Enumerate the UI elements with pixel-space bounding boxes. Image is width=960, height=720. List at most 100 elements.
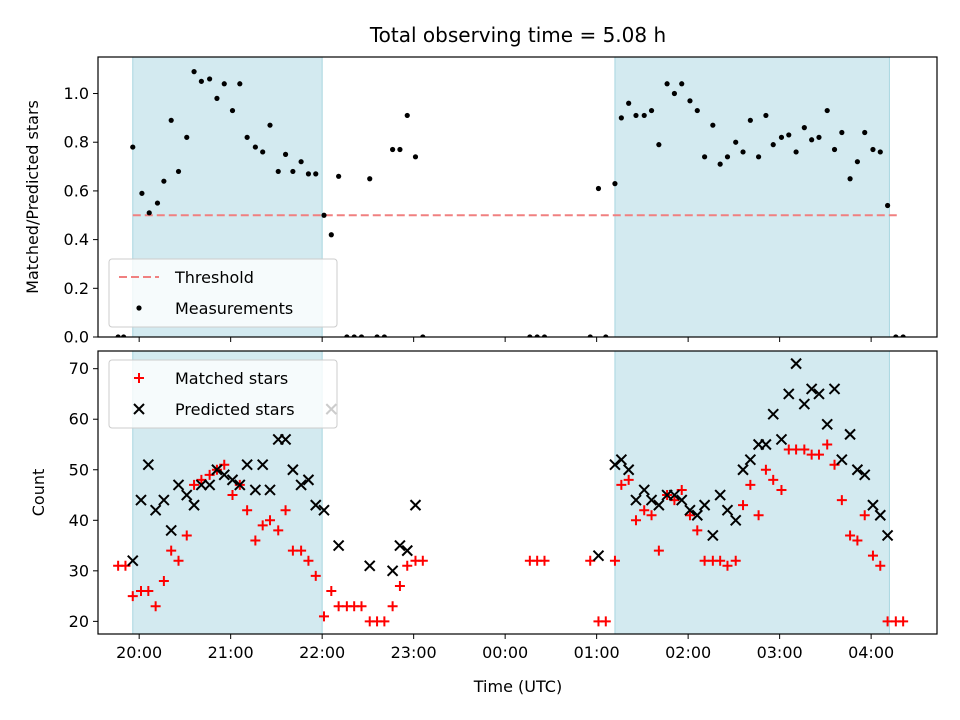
predicted-star-point: [158, 494, 170, 506]
y-tick-label: 0.4: [64, 230, 89, 249]
measurement-point: [374, 334, 380, 337]
legend-label: Predicted stars: [175, 400, 295, 419]
matched-star-point: [394, 580, 405, 591]
legend-box: [108, 359, 338, 429]
matched-star-point: [265, 515, 276, 526]
matched-star-point: [653, 545, 664, 556]
predicted-star-point: [645, 494, 658, 506]
predicted-star-point: [622, 464, 635, 476]
matched-star-point: [189, 479, 200, 490]
predicted-star-point: [828, 383, 841, 395]
matched-star-point: [715, 555, 726, 566]
predicted-star-point: [264, 484, 276, 496]
measurement-point: [121, 334, 127, 337]
predicted-star-point: [234, 479, 246, 491]
matched-star-point: [296, 545, 307, 556]
matched-star-point: [692, 525, 703, 536]
measurement-point: [420, 334, 426, 337]
y-tick-label: 40: [69, 511, 89, 530]
measurement-point: [816, 134, 822, 140]
measurement-point: [221, 81, 227, 87]
x-tick-label: 22:00: [299, 643, 345, 662]
predicted-star-point: [714, 489, 726, 501]
measurement-point: [252, 144, 258, 150]
matched-star-point: [356, 601, 367, 612]
y-tick-label: 60: [69, 410, 89, 429]
measurement-point: [381, 334, 387, 337]
measurement-point: [786, 132, 792, 138]
measurement-point: [146, 210, 152, 216]
matched-star-point: [836, 495, 847, 506]
measurement-point: [839, 129, 845, 136]
measurement-point: [770, 142, 776, 148]
matched-star-point: [273, 525, 284, 536]
predicted-star-point: [783, 388, 795, 400]
measurement-point: [633, 112, 639, 119]
predicted-star-point: [874, 509, 886, 521]
measurement-point: [612, 181, 618, 187]
measurement-point: [244, 134, 250, 140]
plot-area: [115, 57, 906, 337]
matched-star-point: [852, 535, 863, 546]
predicted-star-point: [760, 438, 772, 451]
measurement-point: [328, 232, 334, 238]
predicted-star-point: [592, 549, 605, 562]
predicted-star-point: [881, 529, 894, 542]
matched-star-point: [875, 560, 886, 571]
predicted-star-point: [256, 458, 269, 471]
predicted-star-point: [721, 504, 734, 516]
measurement-point: [214, 95, 220, 101]
measurement-point: [824, 107, 830, 114]
y-tick-label: 0.8: [64, 133, 89, 152]
measurement-point: [733, 139, 739, 145]
predicted-star-point: [188, 499, 200, 511]
measurement-point: [198, 78, 204, 84]
measurement-point: [275, 168, 281, 175]
measurement-point: [724, 154, 731, 160]
measurement-point: [541, 334, 548, 337]
y-axis-label: Count: [29, 469, 48, 517]
measurement-point: [656, 142, 662, 148]
legend-label: Threshold: [174, 268, 254, 287]
measurement-point: [831, 146, 838, 153]
predicted-star-point: [394, 539, 406, 552]
legend-box: [108, 258, 338, 328]
legend: Threshold Measurements: [108, 258, 338, 328]
predicted-star-point: [653, 499, 665, 511]
matched-star-point: [776, 484, 787, 495]
measurement-point: [367, 176, 373, 182]
predicted-star-point: [135, 494, 147, 506]
predicted-star-point: [279, 433, 292, 446]
predicted-star-point: [867, 499, 879, 511]
measurement-point: [282, 151, 289, 157]
measurement-point: [763, 112, 769, 119]
matched-star-point: [684, 510, 695, 521]
x-tick-label: 00:00: [482, 643, 528, 662]
measurement-point: [298, 159, 304, 165]
predicted-star-point: [401, 544, 413, 557]
measurement-point: [862, 129, 868, 136]
predicted-star-point: [859, 469, 871, 481]
predicted-star-point: [149, 504, 162, 516]
predicted-star-point: [821, 418, 833, 430]
measurement-point: [260, 149, 266, 155]
x-tick-label: 02:00: [665, 643, 711, 662]
matched-star-point: [859, 510, 870, 521]
predicted-star-point: [203, 479, 216, 491]
predicted-star-point: [241, 458, 253, 471]
predicted-star-point: [226, 474, 239, 486]
measurement-point: [618, 115, 624, 121]
y-tick-label: 50: [69, 460, 89, 479]
observing-window: [614, 351, 890, 634]
measurement-point: [877, 149, 883, 155]
plot-area: [113, 351, 909, 634]
matched-star-point: [127, 591, 138, 602]
matched-star-point: [242, 505, 253, 516]
measurement-point: [702, 154, 708, 160]
matched-star-point: [738, 500, 749, 511]
predicted-star-point: [737, 464, 749, 476]
axes-frame: [97, 56, 938, 338]
matched-star-point: [150, 601, 161, 612]
predicted-star-point: [775, 433, 788, 446]
measurement-point: [747, 117, 753, 123]
